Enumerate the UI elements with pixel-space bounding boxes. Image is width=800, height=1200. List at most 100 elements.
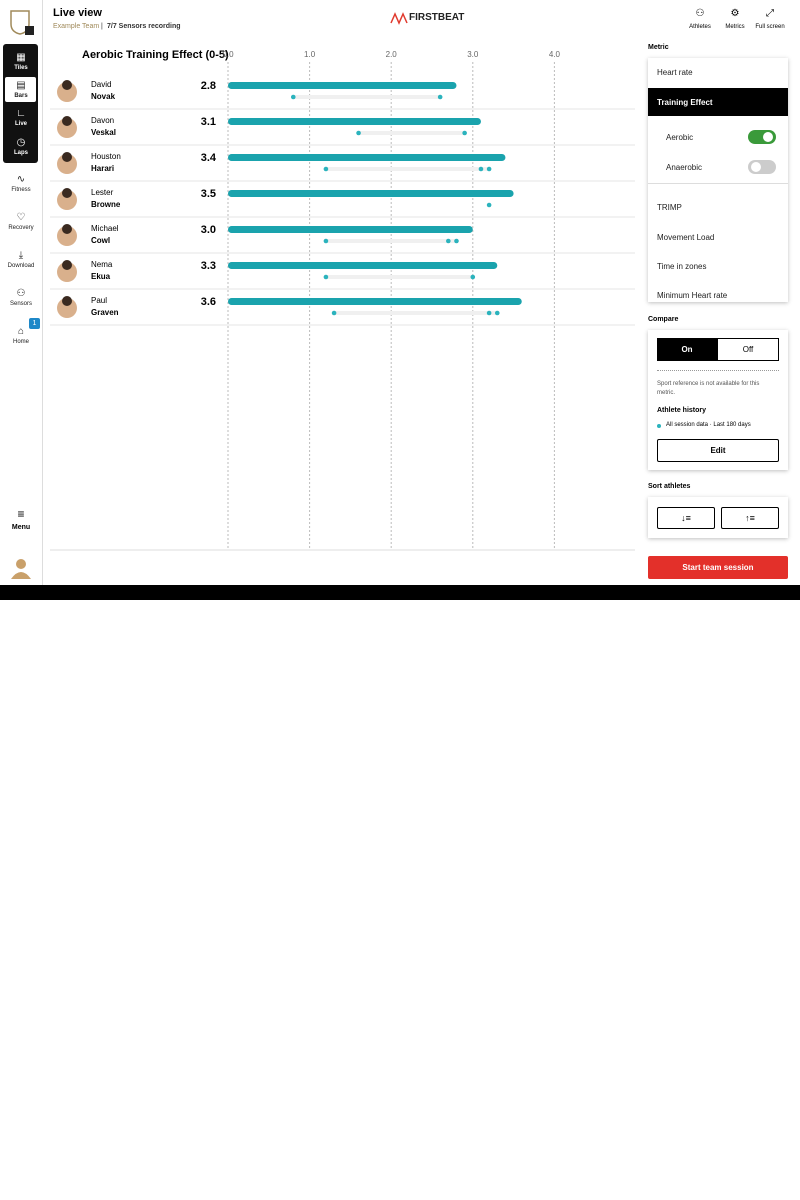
- sidebar-icon[interactable]: ♡: [16, 212, 26, 223]
- menu-icon[interactable]: ≡: [17, 507, 25, 521]
- sidebar-icon[interactable]: ∿: [16, 174, 26, 185]
- sort-asc[interactable]: ↑≡: [721, 507, 779, 529]
- athlete-avatar: [57, 154, 77, 174]
- view-group: [3, 44, 38, 163]
- history-point: [462, 130, 467, 136]
- x-tick-label: 0.0: [222, 50, 234, 59]
- athlete-avatar: [57, 226, 77, 246]
- sidebar-label[interactable]: Laps: [13, 150, 28, 156]
- athlete-avatar: [57, 190, 77, 210]
- sidebar-label[interactable]: Tiles: [14, 65, 28, 71]
- action-icon[interactable]: ⤢: [766, 8, 774, 19]
- history-range: [325, 167, 490, 171]
- history-point: [356, 130, 361, 136]
- bar: [228, 298, 522, 305]
- athlete-first-name: David: [91, 80, 111, 89]
- action-label[interactable]: Full screen: [755, 24, 785, 30]
- sidebar-label[interactable]: Download: [7, 263, 35, 269]
- athlete-avatar: [57, 118, 77, 138]
- history-range: [334, 311, 498, 315]
- sidebar-label[interactable]: Bars: [14, 93, 28, 99]
- team-name[interactable]: Example Team: [53, 23, 100, 30]
- action-label[interactable]: Metrics: [725, 24, 745, 30]
- anaerobic-toggle[interactable]: [748, 160, 776, 174]
- value-label: 2.8: [201, 80, 216, 92]
- metric-option[interactable]: Minimum Heart rate: [657, 291, 728, 300]
- history-point: [323, 274, 329, 280]
- sidebar-icon[interactable]: ◷: [16, 137, 26, 148]
- sort-desc[interactable]: ↓≡: [657, 507, 715, 529]
- sidebar-label[interactable]: Sensors: [9, 301, 32, 307]
- metric-card: Heart rate Training Effect Aerobic Anaer…: [648, 58, 788, 302]
- compare-card: On Off Sport reference is not available …: [648, 330, 788, 470]
- value-label: 3.4: [201, 152, 217, 164]
- action-icon[interactable]: ⚙: [730, 8, 740, 19]
- selected-view: [5, 77, 36, 102]
- athlete-last-name: Harari: [91, 164, 114, 173]
- athlete-hair: [62, 260, 72, 270]
- chart-title: Aerobic Training Effect (0-5): [82, 49, 229, 61]
- metric-selected[interactable]: [648, 88, 788, 116]
- edit-button[interactable]: Edit: [657, 439, 779, 462]
- history-point: [323, 238, 329, 244]
- sidebar-label[interactable]: Recovery: [8, 225, 34, 231]
- sidebar-icon[interactable]: ∟: [16, 108, 26, 119]
- value-label: 3.5: [201, 188, 216, 200]
- user-avatar[interactable]: [10, 557, 32, 579]
- history-point: [486, 310, 492, 316]
- page: 1 ≡ Menu Live view Example Team | 7/7 Se…: [0, 0, 800, 600]
- compare-note: Sport reference is not available for thi…: [657, 381, 760, 396]
- history-point: [470, 274, 476, 280]
- athlete-avatar: [57, 82, 77, 102]
- bar: [228, 262, 498, 269]
- history-point: [437, 94, 443, 100]
- sidebar-icon[interactable]: ⌂: [17, 326, 25, 337]
- bottom-bar: [0, 585, 800, 600]
- bar: [228, 154, 506, 161]
- metric-option[interactable]: Heart rate: [657, 68, 693, 77]
- sidebar-icon[interactable]: ▦: [16, 52, 26, 63]
- sensor-status: 7/7 Sensors recording: [107, 23, 181, 30]
- action-icon[interactable]: ⚇: [695, 8, 705, 19]
- athlete-last-name: Veskal: [91, 128, 116, 137]
- menu-label[interactable]: Menu: [11, 524, 31, 531]
- metric-sub-option: Anaerobic: [666, 163, 703, 172]
- sort-card: ↓≡ ↑≡: [648, 497, 788, 538]
- athlete-last-name: Novak: [91, 92, 116, 101]
- brand-logo: [390, 12, 408, 25]
- sidebar-label[interactable]: Live: [14, 121, 27, 127]
- metric-option[interactable]: Movement Load: [657, 233, 715, 242]
- sidebar-icon[interactable]: ▤: [16, 80, 26, 91]
- athlete-first-name: Houston: [91, 152, 121, 161]
- athlete-last-name: Ekua: [91, 272, 111, 281]
- action-label[interactable]: Athletes: [689, 24, 711, 30]
- compare-off[interactable]: Off: [717, 338, 779, 361]
- compare-on[interactable]: On: [657, 338, 717, 361]
- bar: [228, 118, 481, 125]
- start-session-button[interactable]: Start team session: [648, 556, 788, 579]
- athlete-hair: [62, 116, 72, 126]
- sidebar-label[interactable]: Fitness: [11, 187, 31, 193]
- metric-option[interactable]: TRIMP: [657, 203, 682, 212]
- sidebar-icon[interactable]: ⚇: [16, 288, 26, 299]
- compare-title: Compare: [648, 316, 679, 323]
- metric-option[interactable]: Time in zones: [657, 262, 707, 271]
- sidebar-label[interactable]: Home: [12, 339, 29, 345]
- history-item: All session data · Last 180 days: [666, 422, 751, 428]
- divider: [648, 183, 788, 184]
- athlete-hair: [62, 188, 72, 198]
- metric-option[interactable]: Training Effect: [657, 98, 713, 107]
- history-range: [325, 275, 473, 279]
- history-range: [358, 131, 465, 135]
- aerobic-toggle[interactable]: [748, 130, 776, 144]
- athlete-first-name: Davon: [91, 116, 114, 125]
- history-point: [494, 310, 500, 316]
- sidebar: [0, 0, 43, 585]
- history-range: [293, 95, 441, 99]
- brand: FIRSTBEAT: [409, 12, 465, 23]
- athlete-first-name: Paul: [91, 296, 107, 305]
- bar: [228, 190, 514, 197]
- athlete-last-name: Cowl: [91, 236, 110, 245]
- badge: 1: [29, 318, 40, 329]
- sidebar-icon[interactable]: ⤓: [18, 250, 24, 261]
